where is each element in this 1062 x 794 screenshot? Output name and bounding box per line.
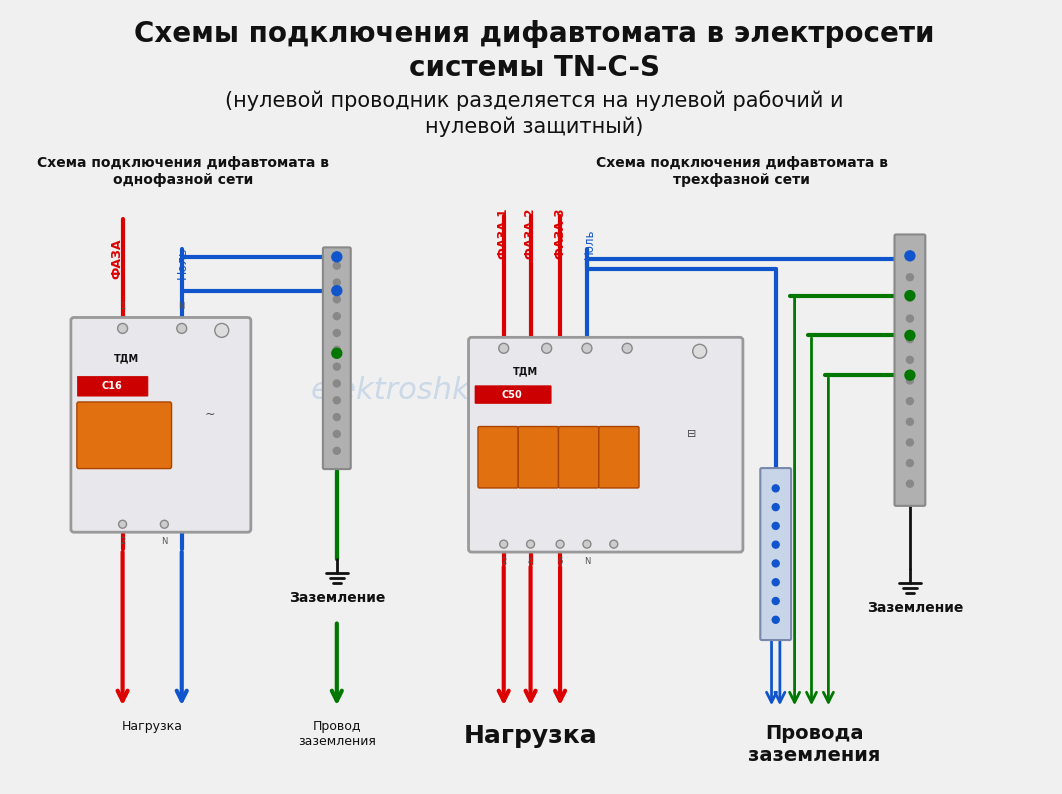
Circle shape (907, 418, 913, 426)
FancyBboxPatch shape (559, 426, 599, 488)
Circle shape (333, 279, 340, 286)
Text: нулевой защитный): нулевой защитный) (425, 117, 644, 137)
FancyBboxPatch shape (468, 337, 743, 552)
Circle shape (907, 336, 913, 343)
FancyBboxPatch shape (76, 402, 172, 468)
Circle shape (907, 253, 913, 260)
Circle shape (333, 296, 340, 303)
Text: 2: 2 (120, 538, 125, 546)
Text: 2: 2 (501, 557, 507, 566)
Text: Схема подключения дифавтомата в
трехфазной сети: Схема подключения дифавтомата в трехфазн… (596, 156, 888, 187)
Text: (нулевой проводник разделяется на нулевой рабочий и: (нулевой проводник разделяется на нулево… (225, 90, 843, 110)
Circle shape (905, 291, 914, 301)
Circle shape (118, 323, 127, 333)
Text: ФАЗА: ФАЗА (110, 238, 123, 279)
Circle shape (905, 370, 914, 380)
Circle shape (542, 343, 551, 353)
Circle shape (331, 286, 342, 295)
Text: ФАЗА 1: ФАЗА 1 (497, 208, 510, 259)
Circle shape (622, 343, 632, 353)
FancyBboxPatch shape (760, 468, 791, 640)
Text: Схема подключения дифавтомата в
однофазной сети: Схема подключения дифавтомата в однофазн… (37, 156, 329, 187)
Circle shape (333, 430, 340, 437)
Text: Провод
заземления: Провод заземления (297, 720, 376, 748)
Circle shape (772, 503, 780, 511)
Text: Ноль: Ноль (176, 246, 189, 279)
Text: N: N (178, 302, 185, 310)
Circle shape (333, 330, 340, 337)
Circle shape (176, 323, 187, 333)
Circle shape (527, 540, 534, 548)
Circle shape (907, 460, 913, 467)
Text: Нагрузка: Нагрузка (122, 720, 183, 733)
Circle shape (499, 343, 509, 353)
Circle shape (333, 397, 340, 404)
Text: ТДМ: ТДМ (513, 367, 537, 376)
Text: 1: 1 (120, 302, 125, 310)
Circle shape (215, 323, 228, 337)
Circle shape (333, 380, 340, 387)
Circle shape (583, 540, 590, 548)
Circle shape (772, 522, 780, 530)
Text: Заземление: Заземление (289, 591, 386, 605)
Text: Провода
заземления: Провода заземления (749, 724, 880, 765)
Text: С50: С50 (501, 390, 523, 399)
Text: ФАЗА 2: ФАЗА 2 (524, 208, 537, 259)
Circle shape (333, 414, 340, 421)
Circle shape (772, 560, 780, 567)
Circle shape (907, 315, 913, 322)
Circle shape (907, 480, 913, 488)
Text: 4: 4 (528, 557, 533, 566)
Text: N: N (161, 538, 168, 546)
Circle shape (119, 520, 126, 528)
Circle shape (772, 616, 780, 623)
Circle shape (907, 398, 913, 405)
Circle shape (772, 485, 780, 491)
Circle shape (333, 313, 340, 320)
Circle shape (333, 447, 340, 454)
Text: Схемы подключения дифавтомата в электросети: Схемы подключения дифавтомата в электрос… (134, 20, 935, 48)
FancyBboxPatch shape (475, 386, 551, 403)
Circle shape (905, 251, 914, 260)
Text: Заземление: Заземление (867, 601, 963, 615)
Text: системы TN-C-S: системы TN-C-S (409, 54, 660, 82)
Circle shape (772, 579, 780, 586)
Circle shape (610, 540, 618, 548)
Circle shape (907, 295, 913, 302)
FancyBboxPatch shape (599, 426, 639, 488)
Text: ⊟: ⊟ (687, 430, 697, 439)
Circle shape (905, 330, 914, 341)
Circle shape (500, 540, 508, 548)
Circle shape (692, 345, 706, 358)
Circle shape (907, 377, 913, 384)
FancyBboxPatch shape (78, 376, 148, 396)
Circle shape (331, 252, 342, 262)
Text: ~: ~ (204, 408, 215, 421)
Text: elektroshkola.ru: elektroshkola.ru (310, 376, 558, 404)
Text: ФАЗА 3: ФАЗА 3 (553, 208, 567, 259)
Circle shape (772, 598, 780, 604)
Text: Ноль: Ноль (582, 229, 596, 259)
Text: 6: 6 (558, 557, 563, 566)
FancyBboxPatch shape (894, 234, 925, 506)
Circle shape (333, 346, 340, 353)
FancyBboxPatch shape (518, 426, 559, 488)
Text: Нагрузка: Нагрузка (464, 724, 598, 748)
Text: С16: С16 (102, 381, 122, 391)
Text: N: N (584, 557, 590, 566)
Circle shape (907, 439, 913, 446)
FancyBboxPatch shape (71, 318, 251, 532)
Circle shape (333, 262, 340, 269)
Circle shape (907, 357, 913, 364)
Circle shape (582, 343, 592, 353)
Circle shape (556, 540, 564, 548)
FancyBboxPatch shape (323, 248, 350, 469)
Circle shape (907, 274, 913, 281)
FancyBboxPatch shape (478, 426, 518, 488)
Text: ТДМ: ТДМ (114, 353, 139, 363)
Circle shape (333, 363, 340, 370)
Circle shape (331, 349, 342, 358)
Circle shape (160, 520, 168, 528)
Circle shape (772, 542, 780, 548)
